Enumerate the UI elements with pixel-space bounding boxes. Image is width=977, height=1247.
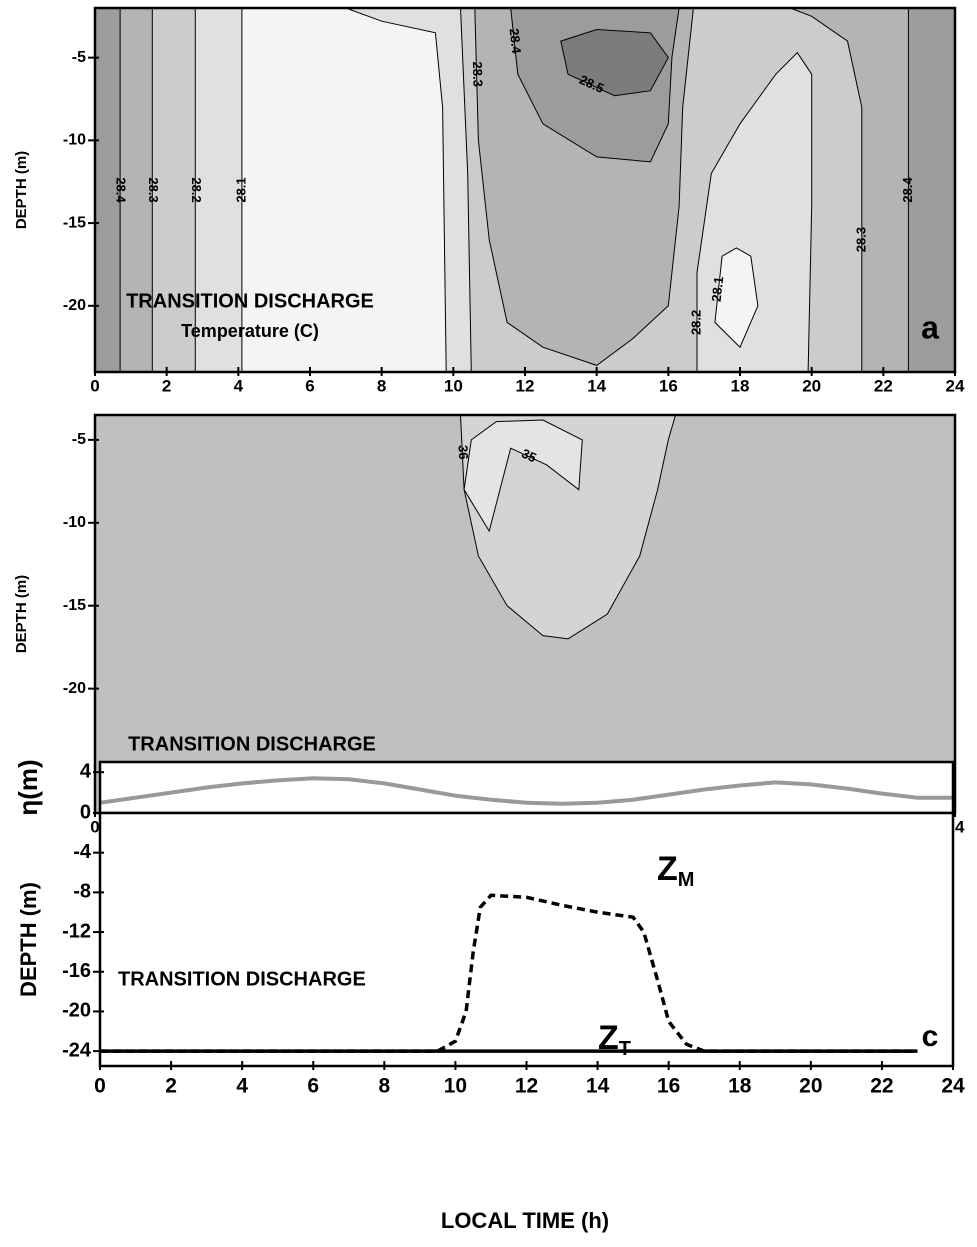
x-tick-label: 18 [731, 376, 750, 395]
contour-label: 35 [519, 446, 538, 466]
contour-label: 28.4 [900, 177, 915, 203]
series-label: ZM [657, 850, 694, 891]
contour-label: 28.1 [233, 177, 248, 202]
x-tick-label: 24 [946, 376, 965, 395]
x-tick-label: 0 [90, 817, 99, 836]
y-axis-label: η(m) [13, 759, 43, 815]
y-tick-label: -5 [72, 49, 86, 66]
plot-background [100, 813, 953, 1066]
contour [907, 8, 955, 372]
x-tick-label: 4 [236, 1075, 248, 1098]
contour [560, 28, 669, 97]
y-tick-label: -16 [62, 960, 91, 982]
contour [463, 419, 583, 533]
plot-area [100, 776, 953, 806]
y-tick-label: -8 [73, 881, 91, 903]
plot-area [100, 893, 918, 1053]
y-tick-label: -20 [63, 680, 86, 697]
x-tick-label: 22 [870, 1075, 893, 1098]
contour-label: 28.3 [470, 61, 486, 87]
y-tick-label: -15 [63, 597, 86, 614]
x-tick-label: 8 [378, 1075, 390, 1098]
x-tick-label: 6 [305, 376, 314, 395]
y-tick-label: -24 [62, 1039, 92, 1061]
contour-label: 28.2 [189, 177, 204, 202]
x-tick-label: 12 [515, 1075, 538, 1098]
contour [241, 8, 447, 372]
plot-area: 36 35 [456, 415, 677, 640]
contour-label: 28.1 [709, 276, 727, 303]
y-axis-label: DEPTH (m) [13, 151, 30, 229]
x-tick-label: 2 [165, 1075, 177, 1098]
x-tick-label: 24 [941, 1075, 965, 1098]
contour-label: 36 [456, 445, 472, 460]
contour [95, 8, 121, 372]
series-label: ZT [598, 1019, 631, 1060]
series-name: Z [657, 850, 678, 888]
y-axis-label: DEPTH (m) [16, 882, 41, 997]
annotation: a [921, 309, 939, 345]
y-tick-label: -20 [62, 1000, 91, 1022]
x-tick-label: 20 [799, 1075, 822, 1098]
contour-label: 28.2 [688, 310, 703, 335]
plot-area: 28.328.4 28.2 28.128.328.428.528.228.128.3… [95, 8, 955, 372]
annotation: TRANSITION DISCHARGE [126, 290, 374, 312]
y-tick-label: -4 [73, 841, 92, 863]
y-tick-label: -10 [63, 514, 86, 531]
series-subscript: M [678, 869, 695, 891]
series-name: Z [598, 1019, 619, 1057]
x-tick-label: 16 [657, 1075, 680, 1098]
contour-label: 28.3 [146, 177, 161, 202]
x-tick-label: 10 [444, 376, 463, 395]
x-tick-label: 22 [874, 376, 893, 395]
contour [714, 247, 759, 349]
x-tick-label: 16 [659, 376, 678, 395]
x-tick-label: 14 [586, 1075, 610, 1098]
series-line [100, 776, 953, 806]
series-subscript: T [619, 1038, 631, 1060]
contour-label: 28.4 [507, 28, 525, 56]
x-tick-label: 4 [234, 376, 244, 395]
x-tick-label: 0 [90, 376, 99, 395]
annotation: TRANSITION DISCHARGE [128, 733, 376, 755]
y-tick-label: 4 [80, 760, 92, 782]
x-tick-label: 12 [516, 376, 535, 395]
x-tick-label: 20 [802, 376, 821, 395]
x-tick-label: 2 [162, 376, 171, 395]
annotation: c [922, 1020, 939, 1053]
annotation: TRANSITION DISCHARGE [118, 968, 366, 990]
y-tick-label: -15 [63, 214, 86, 231]
x-axis-label: LOCAL TIME (h) [441, 1208, 609, 1233]
y-tick-label: -5 [72, 431, 86, 448]
contour [459, 415, 677, 640]
y-tick-label: 0 [80, 801, 91, 823]
y-tick-label: -10 [63, 132, 86, 149]
x-tick-label: 6 [307, 1075, 319, 1098]
y-tick-label: -12 [62, 920, 91, 942]
x-tick-label: 0 [94, 1075, 106, 1098]
x-tick-label: 10 [444, 1075, 467, 1098]
annotation: Temperature (C) [181, 321, 319, 341]
y-tick-label: -20 [63, 297, 86, 314]
x-tick-label: 8 [377, 376, 386, 395]
x-tick-label: 14 [587, 376, 606, 395]
contour-label: 28.4 [114, 177, 129, 203]
contour-label: 28.3 [853, 227, 868, 252]
x-tick-label: 18 [728, 1075, 752, 1098]
y-axis-label: DEPTH (m) [13, 575, 30, 653]
